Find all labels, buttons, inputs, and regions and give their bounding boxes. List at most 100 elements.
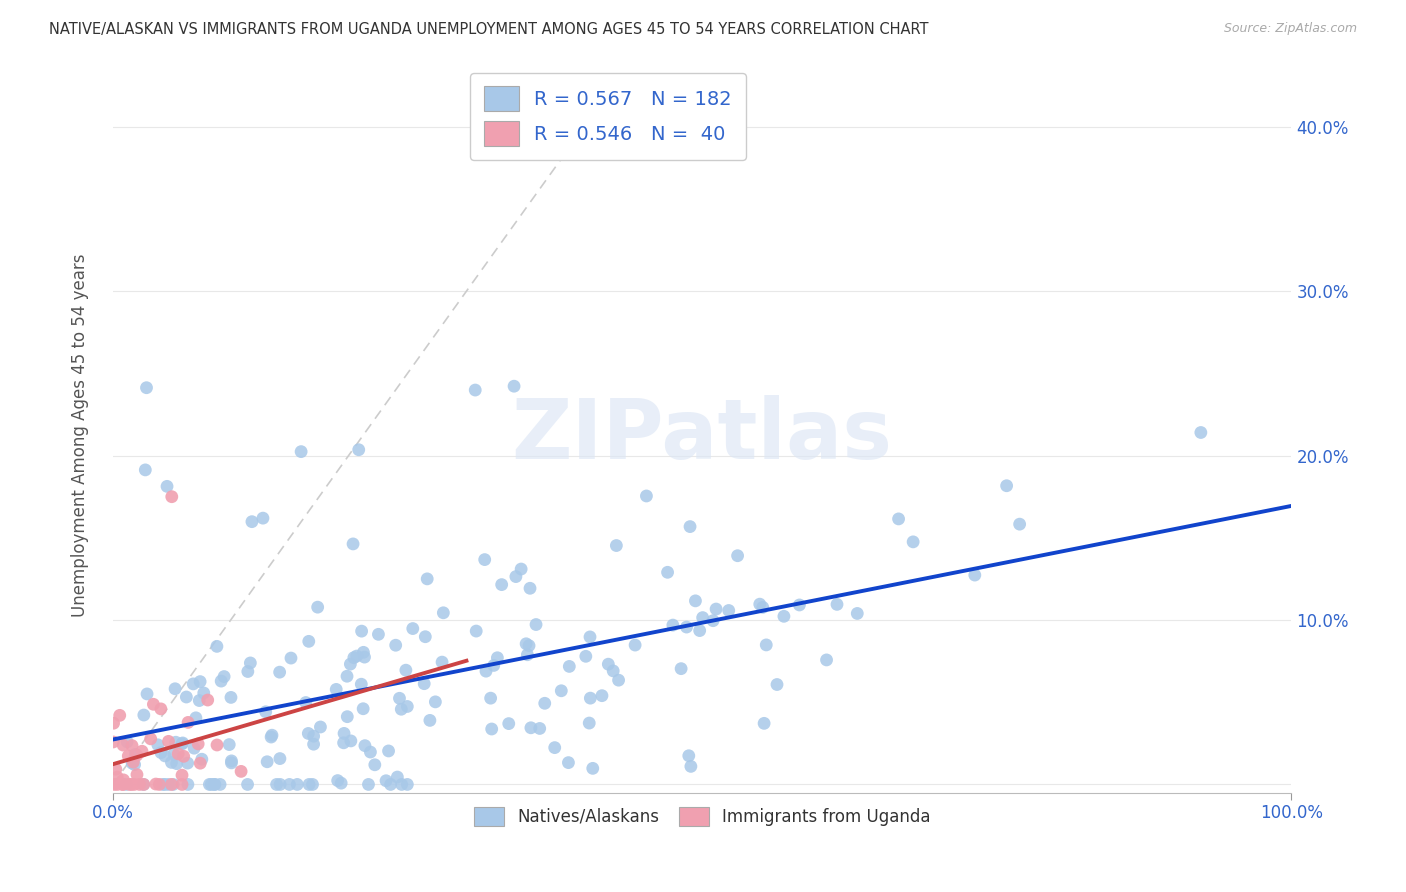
Point	[187, 737, 209, 751]
Point	[136, 687, 159, 701]
Point	[152, 777, 174, 791]
Point	[326, 773, 349, 788]
Point	[342, 537, 364, 551]
Point	[336, 709, 359, 723]
Point	[269, 777, 291, 791]
Point	[692, 610, 714, 624]
Point	[302, 737, 325, 751]
Point	[160, 756, 183, 770]
Point	[887, 512, 910, 526]
Point	[364, 757, 387, 772]
Point	[295, 696, 318, 710]
Legend: Natives/Alaskans, Immigrants from Uganda: Natives/Alaskans, Immigrants from Uganda	[465, 798, 939, 834]
Point	[121, 756, 143, 771]
Point	[669, 662, 692, 676]
Point	[266, 777, 288, 791]
Point	[221, 756, 243, 770]
Point	[218, 738, 240, 752]
Point	[298, 777, 321, 791]
Point	[170, 737, 193, 751]
Point	[139, 731, 162, 746]
Point	[240, 515, 263, 529]
Point	[679, 519, 702, 533]
Point	[353, 650, 375, 665]
Point	[146, 738, 169, 752]
Point	[204, 777, 226, 791]
Point	[425, 695, 447, 709]
Point	[167, 747, 190, 761]
Point	[115, 777, 138, 791]
Point	[188, 674, 211, 689]
Point	[183, 741, 205, 756]
Point	[702, 614, 724, 628]
Point	[197, 693, 219, 707]
Point	[396, 777, 419, 791]
Point	[388, 691, 411, 706]
Point	[181, 677, 204, 691]
Point	[330, 776, 353, 790]
Point	[505, 569, 527, 583]
Point	[395, 663, 418, 677]
Point	[188, 756, 211, 771]
Point	[124, 747, 146, 762]
Point	[166, 756, 188, 771]
Point	[125, 767, 148, 781]
Point	[125, 748, 148, 763]
Point	[413, 630, 436, 644]
Point	[170, 768, 193, 782]
Point	[118, 777, 141, 791]
Point	[636, 489, 658, 503]
Point	[717, 603, 740, 617]
Point	[162, 777, 184, 791]
Text: ZIPatlas: ZIPatlas	[512, 394, 893, 475]
Point	[491, 577, 513, 591]
Point	[172, 736, 194, 750]
Point	[184, 711, 207, 725]
Point	[396, 699, 419, 714]
Point	[432, 606, 454, 620]
Point	[624, 638, 647, 652]
Point	[309, 720, 332, 734]
Point	[354, 739, 377, 753]
Point	[104, 762, 127, 776]
Point	[367, 627, 389, 641]
Point	[773, 609, 796, 624]
Point	[193, 686, 215, 700]
Point	[165, 735, 187, 749]
Point	[219, 690, 242, 705]
Point	[352, 702, 374, 716]
Point	[221, 754, 243, 768]
Point	[209, 674, 232, 689]
Point	[132, 777, 155, 791]
Point	[380, 777, 402, 791]
Point	[170, 777, 193, 791]
Point	[165, 681, 187, 696]
Point	[156, 479, 179, 493]
Point	[482, 658, 505, 673]
Point	[302, 729, 325, 743]
Point	[177, 715, 200, 730]
Point	[122, 777, 145, 791]
Point	[177, 777, 200, 791]
Point	[402, 622, 425, 636]
Point	[391, 777, 413, 791]
Point	[101, 735, 124, 749]
Point	[575, 649, 598, 664]
Point	[149, 746, 172, 760]
Point	[524, 617, 547, 632]
Point	[105, 770, 128, 784]
Point	[111, 777, 134, 791]
Point	[239, 656, 262, 670]
Point	[510, 562, 533, 576]
Point	[387, 770, 409, 784]
Point	[132, 708, 155, 723]
Point	[252, 511, 274, 525]
Point	[347, 442, 370, 457]
Point	[108, 708, 131, 723]
Point	[176, 756, 198, 770]
Point	[198, 777, 221, 791]
Point	[121, 739, 143, 753]
Point	[301, 777, 323, 791]
Point	[598, 657, 620, 672]
Point	[727, 549, 749, 563]
